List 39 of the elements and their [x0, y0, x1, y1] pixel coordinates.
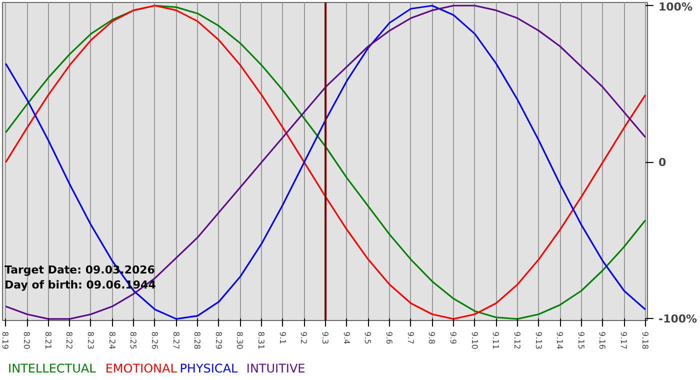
x-tick-label: 9.2	[299, 332, 308, 344]
x-tick-label: 8.25	[128, 332, 138, 350]
x-tick-label: 9.13	[534, 332, 543, 350]
x-tick-label: 9.6	[384, 332, 394, 344]
x-tick-label: 8.29	[214, 332, 223, 350]
x-tick-label: 9.9	[448, 332, 458, 344]
x-tick-label: 9.7	[406, 332, 415, 344]
text: INTUITIVE	[246, 362, 306, 376]
x-tick-label: 9.14	[555, 332, 564, 350]
x-tick-label: 9.10	[470, 332, 479, 350]
x-tick-label: 9.3	[320, 332, 330, 344]
text: EMOTIONAL	[105, 362, 178, 376]
x-tick-label: 8.30	[235, 332, 244, 350]
x-tick-label: 8.23	[86, 332, 95, 350]
x-tick-label: 8.26	[150, 332, 159, 350]
x-tick-label: 9.18	[640, 332, 650, 350]
line-series	[4, 4, 646, 320]
x-tick-label: 9.15	[576, 332, 586, 350]
x-tick-label: 8.31	[256, 332, 266, 350]
text: PHYSICAL	[180, 362, 238, 376]
x-tick-label: 8.27	[171, 332, 180, 350]
x-tick-label: 9.1	[278, 332, 287, 344]
x-tick-label: 8.28	[192, 332, 202, 350]
x-tick-label: 9.12	[512, 332, 522, 350]
x-tick-label: 9.8	[427, 332, 436, 344]
y-tick-label: 0	[658, 156, 666, 169]
x-tick-label: 8.21	[43, 332, 52, 350]
text: INTELLECTUAL	[8, 362, 96, 376]
x-tick-label: 9.11	[491, 332, 500, 350]
y-tick-label: 100%	[658, 0, 692, 14]
x-tick-label: 8.19	[0, 332, 10, 350]
x-tick-label: 9.4	[342, 332, 351, 344]
x-tick-label: 9.17	[619, 332, 628, 350]
x-tick-label: 9.16	[598, 332, 607, 350]
y-tick-label: -100%	[658, 312, 698, 326]
x-tick-label: 9.5	[363, 332, 372, 344]
x-tick-label: 8.22	[64, 332, 74, 350]
x-tick-label: 8.20	[22, 332, 32, 350]
x-tick-label: 8.24	[107, 332, 116, 350]
